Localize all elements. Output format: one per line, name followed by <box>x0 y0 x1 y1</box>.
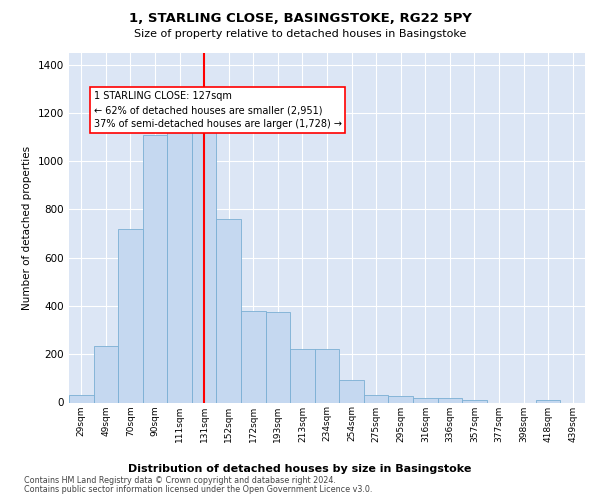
Bar <box>143 134 167 402</box>
Bar <box>217 219 241 402</box>
Bar <box>241 311 266 402</box>
Text: Distribution of detached houses by size in Basingstoke: Distribution of detached houses by size … <box>128 464 472 474</box>
Bar <box>339 380 364 402</box>
Bar <box>69 396 94 402</box>
Bar <box>413 398 437 402</box>
Text: Contains HM Land Registry data © Crown copyright and database right 2024.: Contains HM Land Registry data © Crown c… <box>24 476 336 485</box>
Bar <box>192 130 217 402</box>
Bar <box>290 350 315 403</box>
Bar <box>437 398 462 402</box>
Bar <box>536 400 560 402</box>
Bar <box>118 228 143 402</box>
Bar <box>266 312 290 402</box>
Bar <box>167 130 192 402</box>
Bar <box>94 346 118 403</box>
Text: 1, STARLING CLOSE, BASINGSTOKE, RG22 5PY: 1, STARLING CLOSE, BASINGSTOKE, RG22 5PY <box>128 12 472 24</box>
Text: Contains public sector information licensed under the Open Government Licence v3: Contains public sector information licen… <box>24 484 373 494</box>
Bar <box>364 396 388 402</box>
Text: 1 STARLING CLOSE: 127sqm
← 62% of detached houses are smaller (2,951)
37% of sem: 1 STARLING CLOSE: 127sqm ← 62% of detach… <box>94 91 341 129</box>
Y-axis label: Number of detached properties: Number of detached properties <box>22 146 32 310</box>
Bar <box>315 350 339 403</box>
Bar <box>388 396 413 402</box>
Text: Size of property relative to detached houses in Basingstoke: Size of property relative to detached ho… <box>134 29 466 39</box>
Bar <box>462 400 487 402</box>
